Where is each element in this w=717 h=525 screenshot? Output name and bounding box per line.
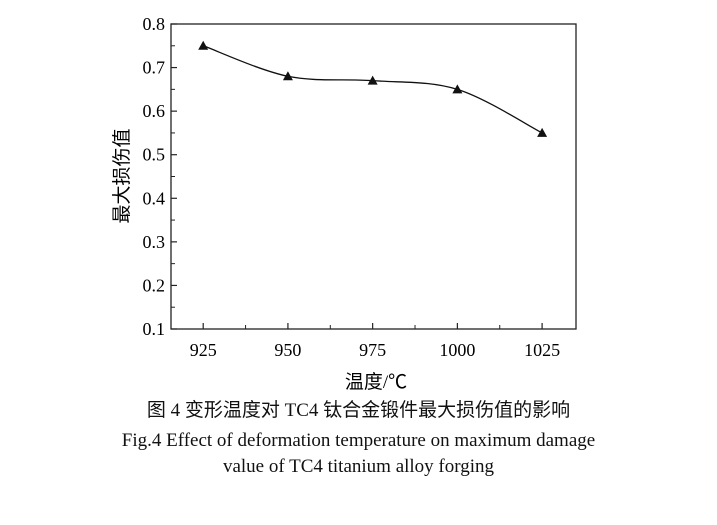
- y-tick-label: 0.3: [143, 232, 166, 252]
- x-axis-label: 温度/℃: [345, 371, 407, 393]
- y-tick-label: 0.7: [143, 58, 166, 78]
- x-tick-label: 1025: [524, 340, 560, 360]
- y-axis-label: 最大损伤值: [111, 128, 133, 223]
- triangle-marker: [537, 127, 548, 137]
- data-line: [202, 45, 543, 134]
- y-tick-label: 0.1: [143, 319, 166, 339]
- y-tick-label: 0.5: [143, 145, 166, 165]
- x-tick-label: 950: [274, 340, 301, 360]
- triangle-marker: [198, 40, 209, 50]
- y-tick-label: 0.2: [143, 275, 166, 295]
- caption-english-line1: Fig.4 Effect of deformation temperature …: [121, 430, 596, 451]
- x-tick-label: 1000: [439, 340, 475, 360]
- caption-english-line2: value of TC4 titanium alloy forging: [222, 456, 495, 477]
- y-tick-label: 0.6: [143, 101, 166, 121]
- y-tick-label: 0.4: [143, 188, 166, 208]
- plot-frame: [170, 23, 577, 330]
- triangle-marker: [282, 71, 293, 81]
- triangle-marker: [452, 84, 463, 94]
- line-chart: 0.1 0.2 0.3 0.4 0.5 0.6 0.7 0.8 925 950 975 1000 10…: [111, 14, 577, 393]
- x-tick-label: 975: [359, 340, 386, 360]
- x-tick-label: 925: [190, 340, 217, 360]
- caption-chinese: 图 4 变形温度对 TC4 钛合金锻件最大损伤值的影响: [146, 400, 571, 421]
- y-tick-label: 0.8: [143, 14, 166, 34]
- triangle-marker: [367, 75, 378, 85]
